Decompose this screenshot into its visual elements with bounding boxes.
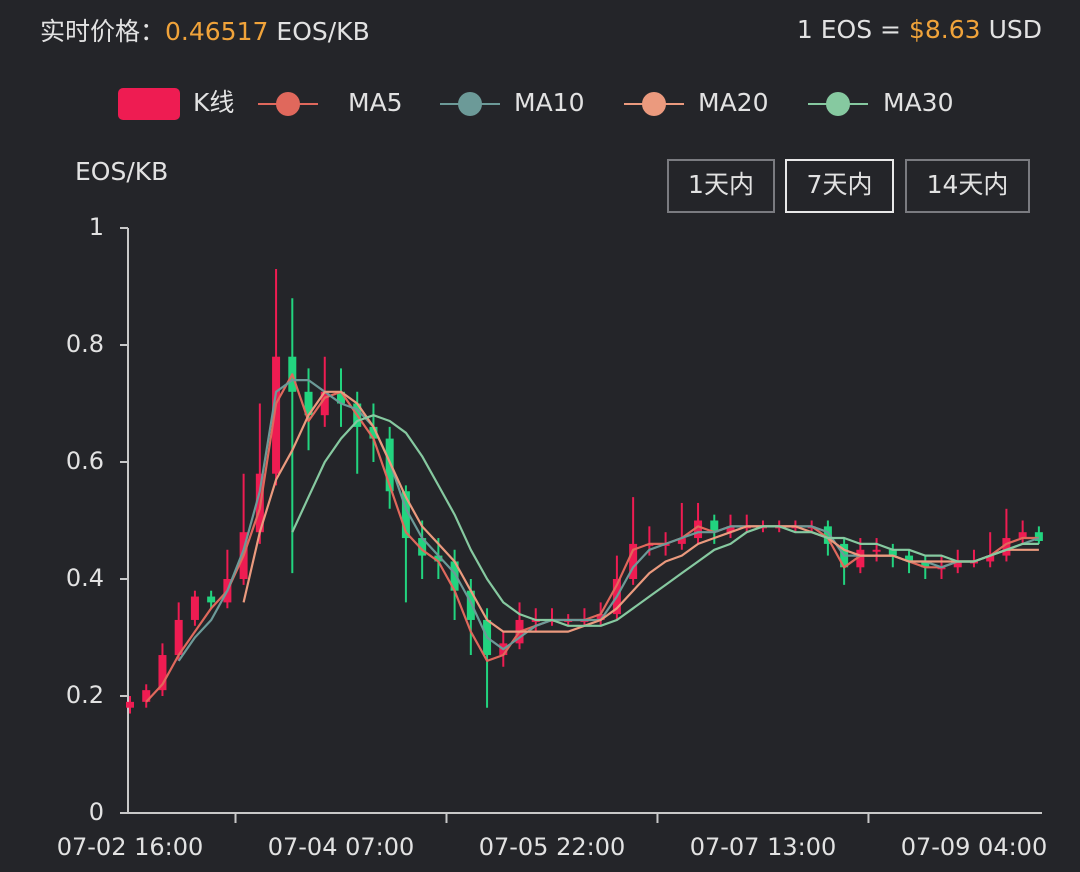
- candle-body: [418, 538, 427, 556]
- range-button-label[interactable]: 7天内: [807, 170, 873, 199]
- legend-marker: [826, 92, 850, 116]
- price-line: 实时价格：0.46517 EOS/KB: [40, 17, 370, 46]
- candle-body: [694, 520, 703, 539]
- legend-label: K线: [193, 88, 234, 117]
- candle-body: [190, 596, 199, 620]
- x-tick-label: 07-05 22:00: [479, 833, 626, 861]
- candle-body: [174, 619, 183, 656]
- range-button[interactable]: [905, 159, 1030, 213]
- candle-body: [629, 543, 638, 579]
- candle-body: [158, 655, 167, 691]
- price-label: 实时价格：: [40, 17, 165, 46]
- legend-marker: [642, 92, 666, 116]
- candle-body: [320, 391, 329, 416]
- x-tick-label: 07-07 13:00: [690, 833, 837, 861]
- candle-body: [450, 561, 459, 591]
- rate: $8.63: [909, 15, 981, 44]
- ma-line: [291, 414, 1039, 627]
- x-tick-label: 07-02 16:00: [57, 833, 204, 861]
- candle-body: [872, 549, 881, 552]
- candle-body: [369, 426, 378, 439]
- legend-label: MA10: [514, 88, 584, 117]
- candle-body: [401, 491, 410, 539]
- rate-unit: USD: [989, 15, 1042, 44]
- candle-body: [336, 391, 345, 404]
- y-tick-label: 0.8: [66, 330, 104, 358]
- candle-body: [466, 590, 475, 620]
- candle-body: [434, 555, 443, 562]
- range-button-label[interactable]: 14天内: [927, 170, 1009, 199]
- candle-body: [1002, 538, 1011, 556]
- candle-body: [207, 596, 216, 603]
- rate-line: 1 EOS = $8.63 USD: [797, 15, 1042, 44]
- rate-prefix: 1 EOS =: [797, 15, 901, 44]
- price-unit: EOS/KB: [276, 17, 369, 46]
- candle-body: [823, 526, 832, 544]
- y-tick-label: 0.6: [66, 447, 104, 475]
- legend-label: MA5: [348, 88, 403, 117]
- legend-label: MA30: [883, 88, 953, 117]
- candle-body: [272, 356, 281, 474]
- candle-body: [1034, 532, 1043, 541]
- candle-body: [953, 561, 962, 568]
- candle-body: [142, 690, 151, 702]
- candle-body: [888, 549, 897, 556]
- legend-swatch: [118, 88, 180, 120]
- candle-body: [126, 701, 134, 708]
- y-tick-label: 0.2: [66, 681, 104, 709]
- legend-marker: [458, 92, 482, 116]
- candle-body: [921, 561, 930, 568]
- candle-body: [677, 538, 686, 544]
- x-tick-label: 07-04 07:00: [268, 833, 415, 861]
- candle-body: [905, 555, 914, 562]
- candle-body: [1018, 532, 1027, 539]
- candle-body: [726, 526, 735, 533]
- range-button[interactable]: [667, 159, 775, 213]
- candle-body: [304, 391, 313, 416]
- ma-line: [242, 390, 1039, 633]
- legend-label: MA20: [698, 88, 768, 117]
- y-tick-label: 0.4: [66, 564, 104, 592]
- candle-body: [986, 555, 995, 562]
- range-button-label[interactable]: 1天内: [688, 170, 754, 199]
- price: 0.46517: [165, 17, 268, 46]
- candle-body: [596, 614, 605, 620]
- candle-body: [856, 549, 865, 568]
- y-tick-label: 1: [89, 213, 104, 241]
- y-axis-label: EOS/KB: [75, 157, 168, 186]
- x-tick-label: 07-09 04:00: [901, 833, 1048, 861]
- candle-body: [710, 520, 719, 533]
- range-button[interactable]: [785, 159, 894, 213]
- legend-marker: [276, 92, 300, 116]
- y-tick-label: 0: [89, 798, 104, 826]
